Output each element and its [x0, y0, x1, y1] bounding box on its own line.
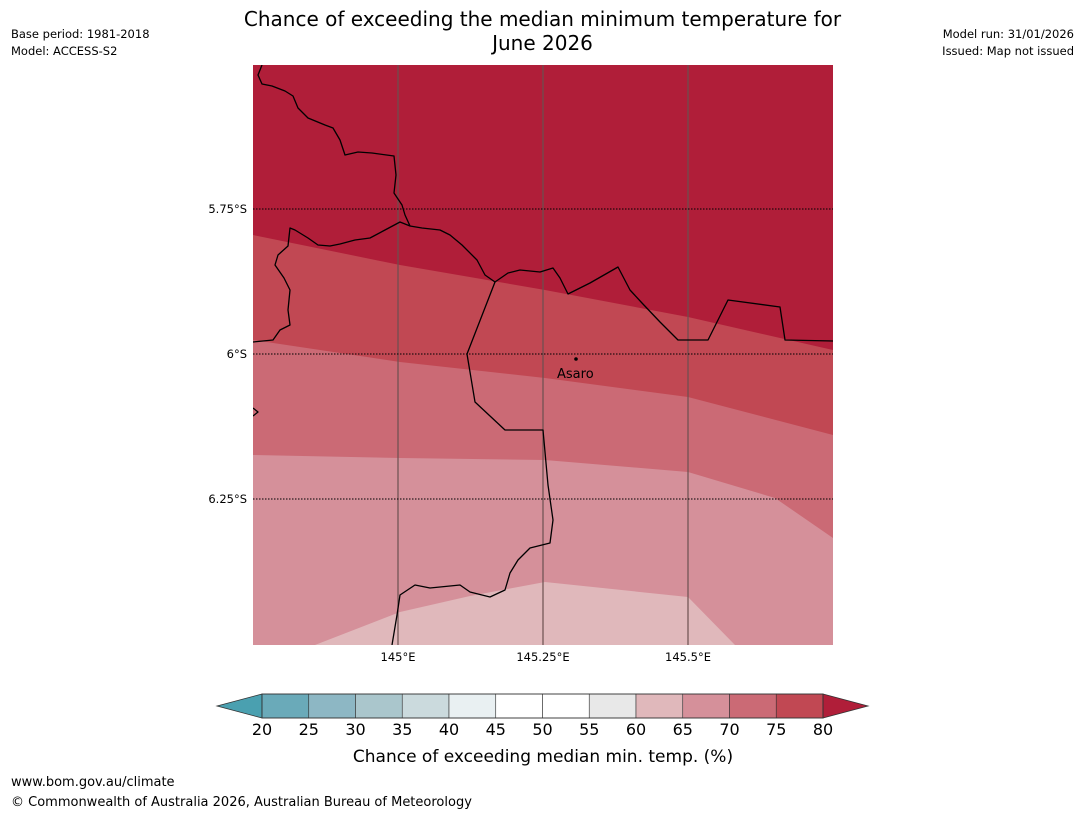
base-period: Base period: 1981-2018 [11, 27, 150, 41]
colorbar-ticks: 20 25 30 35 40 45 50 55 60 65 70 75 80 [252, 720, 833, 739]
colorbar-tick-20: 20 [252, 720, 272, 739]
colorbar-segment-40 [448, 693, 497, 719]
colorbar-segment-65 [682, 693, 730, 719]
border-north-east [409, 225, 833, 342]
model-run: Model run: 31/01/2026 [942, 27, 1074, 41]
colorbar-tick-50: 50 [532, 720, 552, 739]
asaro-label: Asaro [557, 367, 594, 382]
model-name: Model: ACCESS-S2 [11, 44, 118, 58]
province-borders [253, 65, 833, 645]
colorbar-tick-80: 80 [813, 720, 833, 739]
title-line-1: Chance of exceeding the median minimum t… [243, 7, 842, 31]
colorbar-tick-30: 30 [345, 720, 365, 739]
colorbar-segment-20 [261, 693, 310, 719]
border-north [253, 65, 411, 343]
colorbar-tick-75: 75 [766, 720, 786, 739]
band-60-65 [315, 582, 735, 645]
border-west-fragment [253, 407, 259, 417]
colorbar-segment-70 [729, 693, 777, 719]
colorbar-tick-60: 60 [626, 720, 646, 739]
colorbar-segments [261, 693, 824, 719]
title-line-2: June 2026 [492, 31, 593, 55]
colorbar-tick-55: 55 [579, 720, 599, 739]
footer-url[interactable]: www.bom.gov.au/climate [11, 775, 175, 790]
lon-label-145-5e: 145.5°E [665, 650, 711, 664]
colorbar-tick-70: 70 [719, 720, 739, 739]
border-central [391, 281, 554, 645]
colorbar-tick-25: 25 [299, 720, 319, 739]
meta-right: Model run: 31/01/2026 Issued: Map not is… [942, 26, 1074, 60]
map-title: Chance of exceeding the median minimum t… [200, 7, 885, 55]
colorbar-extend-low [215, 693, 263, 719]
issued-status: Issued: Map not issued [942, 44, 1074, 58]
colorbar-tick-35: 35 [392, 720, 412, 739]
colorbar-label: Chance of exceeding median min. temp. (%… [353, 747, 733, 767]
meta-left: Base period: 1981-2018 Model: ACCESS-S2 [11, 26, 150, 60]
colorbar-outline [261, 693, 824, 719]
asaro-marker [574, 357, 578, 361]
colorbar-segment-55 [588, 693, 637, 719]
colorbar-segment-75 [775, 693, 824, 719]
colorbar-segment-45 [495, 693, 543, 719]
footer-copyright: © Commonwealth of Australia 2026, Austra… [11, 795, 472, 810]
colorbar-tick-65: 65 [673, 720, 693, 739]
colorbar-tick-40: 40 [439, 720, 459, 739]
lat-label-6-25s: 6.25°S [208, 492, 247, 506]
map-plot-area: Asaro [253, 65, 833, 645]
lat-label-5-75s: 5.75°S [208, 202, 247, 216]
colorbar-segment-60 [635, 693, 684, 719]
colorbar-extend-high [822, 693, 870, 719]
lat-label-6s: 6°S [227, 347, 247, 361]
lon-label-145e: 145°E [381, 650, 416, 664]
colorbar-segment-50 [542, 693, 590, 719]
colorbar-segment-35 [401, 693, 450, 719]
lon-label-145-25e: 145.25°E [516, 650, 569, 664]
colorbar-segment-30 [355, 693, 403, 719]
colorbar-tick-45: 45 [486, 720, 506, 739]
colorbar-segment-25 [308, 693, 356, 719]
colorbar: 20 25 30 35 40 45 50 55 60 65 70 75 80 Chance of exc… [215, 693, 870, 767]
